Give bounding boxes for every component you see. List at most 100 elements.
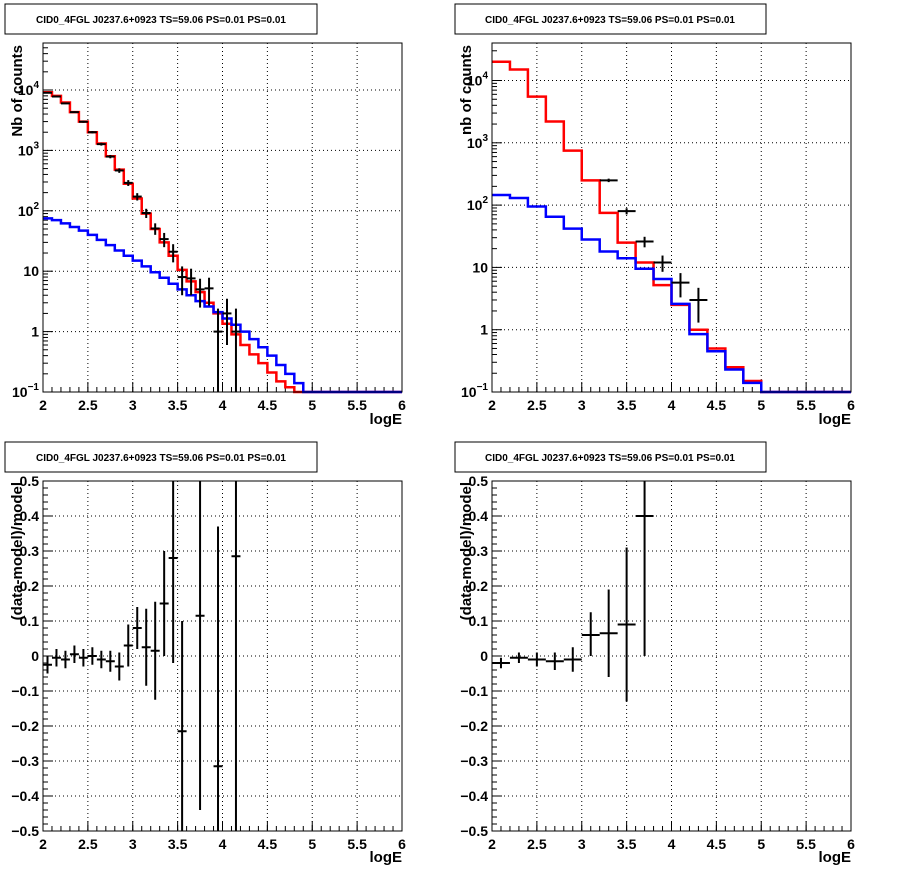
x-tick-label: 2.5 <box>78 397 98 413</box>
x-tick-label: 3.5 <box>617 397 637 413</box>
x-tick-label: 4 <box>219 397 227 413</box>
panel-title-box <box>454 3 767 35</box>
data-point <box>671 273 690 298</box>
x-tick-label: 3 <box>578 836 586 852</box>
x-axis-label: logE <box>370 849 403 866</box>
data-point <box>213 308 223 392</box>
data-point <box>653 255 672 272</box>
x-tick-label: 5.5 <box>796 836 816 852</box>
y-tick-label: 0.4 <box>20 508 40 524</box>
x-tick-label: 5.5 <box>347 397 367 413</box>
plot-area: 2 2.5 3 3.5 4 4.5 5 5.5 6 −0.5 −0.4 −0.3 −0.2 −0.1 0 0.… <box>460 473 855 852</box>
y-tick-label: 1 <box>480 322 488 338</box>
data-point <box>195 278 205 308</box>
y-tick-label: 0.1 <box>20 613 40 629</box>
data-point <box>43 91 52 94</box>
data-point <box>213 526 223 831</box>
x-tick-label: 3 <box>129 836 137 852</box>
y-tick-label: 10−1 <box>12 382 39 400</box>
plot-area: 2 2.5 3 3.5 4 4.5 5 5.5 6 10−1 1 10 102 103 104 <box>12 42 406 413</box>
x-axis-label: logE <box>370 411 403 428</box>
data-point <box>123 624 133 667</box>
y-tick-label: 0 <box>480 648 488 664</box>
plot-area: 2 2.5 3 3.5 4 4.5 5 5.5 6 −0.5 −0.4 −0.3 −0.2 −0.1 0 0.… <box>11 473 406 852</box>
y-tick-label: −0.1 <box>460 683 488 699</box>
x-tick-label: 2 <box>39 836 47 852</box>
x-tick-label: 5 <box>757 836 765 852</box>
data-point <box>69 645 79 663</box>
data-point <box>509 652 528 663</box>
data-point <box>51 95 61 98</box>
data-point <box>186 268 196 296</box>
y-tick-label: −0.5 <box>460 823 488 839</box>
data-point <box>43 656 52 674</box>
y-tick-label: 0.2 <box>20 578 40 594</box>
x-tick-label: 3.5 <box>617 836 637 852</box>
data-point <box>204 277 214 306</box>
data-point <box>96 142 106 146</box>
data-point <box>132 193 142 201</box>
y-tick-label: −0.1 <box>11 683 39 699</box>
y-tick-label: 103 <box>467 133 489 151</box>
data-point <box>114 168 124 173</box>
x-tick-label: 4.5 <box>707 397 727 413</box>
histogram-series-1 <box>492 193 851 394</box>
panel-title: CID0_4FGL J0237.6+0923 TS=59.06 PS=0.01 … <box>36 15 286 26</box>
counts-panel-left: CID0_4FGL J0237.6+0923 TS=59.06 PS=0.01 … <box>4 3 406 428</box>
y-tick-label: −0.2 <box>11 718 39 734</box>
data-point <box>96 650 106 669</box>
x-tick-label: 6 <box>847 836 855 852</box>
data-point <box>581 612 600 656</box>
y-tick-label: 0 <box>31 648 39 664</box>
y-axis-label: Nb of counts <box>9 45 26 137</box>
panel-title-box <box>454 441 767 473</box>
data-point <box>177 266 187 296</box>
x-tick-label: 2.5 <box>527 397 547 413</box>
x-tick-label: 2.5 <box>527 836 547 852</box>
x-tick-label: 6 <box>847 397 855 413</box>
residual-panel-right: CID0_4FGL J0237.6+0923 TS=59.06 PS=0.01 … <box>454 441 855 866</box>
data-point <box>78 120 88 123</box>
y-tick-label: 1 <box>31 324 39 340</box>
data-point <box>689 287 708 323</box>
data-point <box>159 232 169 248</box>
data-point <box>563 647 582 672</box>
data-point <box>617 547 636 702</box>
x-tick-label: 6 <box>398 836 406 852</box>
data-point <box>545 652 564 670</box>
data-point <box>114 652 124 681</box>
x-axis-label: logE <box>819 411 852 428</box>
y-tick-label: 10−1 <box>461 382 488 400</box>
data-point <box>492 657 510 669</box>
residual-panel-left: CID0_4FGL J0237.6+0923 TS=59.06 PS=0.01 … <box>4 441 406 866</box>
histogram-series-1 <box>43 217 402 394</box>
x-tick-label: 4 <box>219 836 227 852</box>
x-tick-label: 4.5 <box>258 397 278 413</box>
data-point <box>60 102 70 105</box>
panel-title: CID0_4FGL J0237.6+0923 TS=59.06 PS=0.01 … <box>485 15 735 26</box>
y-axis-label: (data-model)/model <box>458 482 475 620</box>
x-tick-label: 4.5 <box>258 836 278 852</box>
panel-title-box <box>4 3 318 35</box>
data-point <box>617 208 636 215</box>
y-tick-label: 102 <box>18 201 40 219</box>
data-point <box>150 223 160 235</box>
y-tick-label: 0.4 <box>469 508 489 524</box>
x-tick-label: 4 <box>668 397 676 413</box>
y-tick-label: 104 <box>467 71 489 89</box>
panel-title-box <box>4 441 318 473</box>
data-point <box>159 551 169 656</box>
plot-frame <box>42 480 403 832</box>
x-tick-label: 5 <box>757 397 765 413</box>
data-point <box>105 650 115 672</box>
data-point <box>527 652 546 667</box>
y-tick-label: −0.3 <box>11 753 39 769</box>
y-tick-label: 10 <box>472 259 488 275</box>
plot-frame <box>491 42 852 393</box>
data-point <box>141 208 151 218</box>
x-tick-label: 2 <box>488 397 496 413</box>
x-tick-label: 3.5 <box>168 397 188 413</box>
data-point <box>635 481 654 656</box>
data-point <box>141 608 151 686</box>
x-tick-label: 3.5 <box>168 836 188 852</box>
